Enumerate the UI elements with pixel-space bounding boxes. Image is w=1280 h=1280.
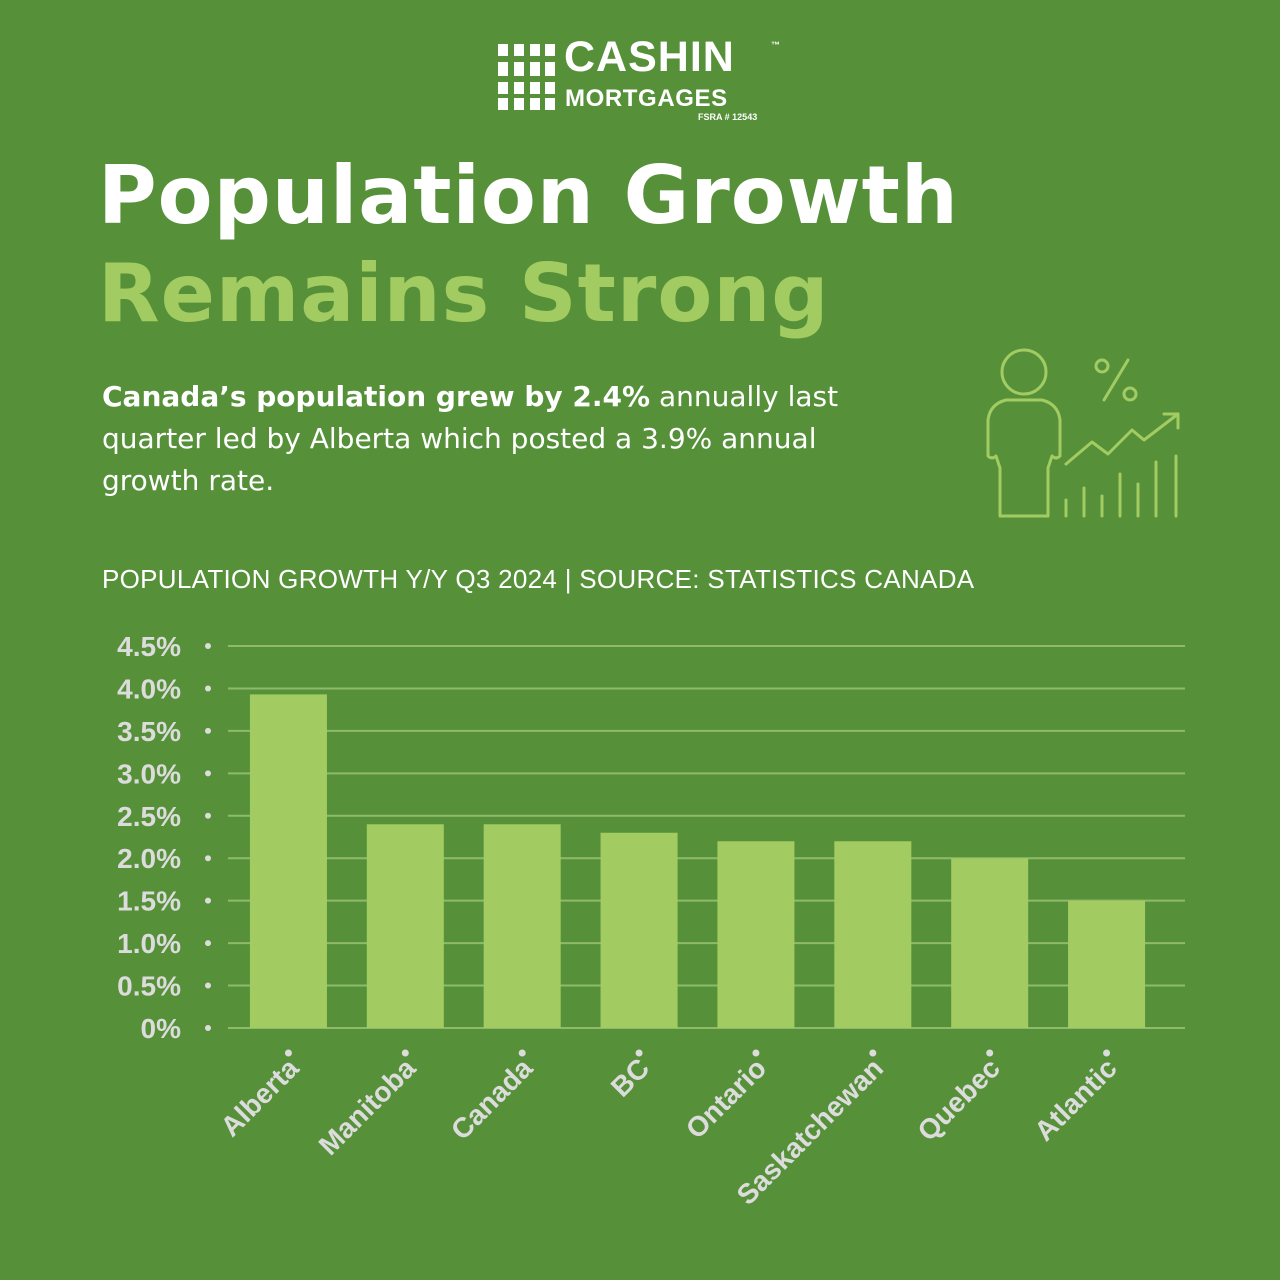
y-tick-label: 0%: [141, 1013, 182, 1044]
x-tick-label: Manitoba: [313, 1052, 422, 1161]
x-tick-dot: [635, 1049, 643, 1057]
x-tick-dot: [869, 1049, 877, 1057]
logo-grid-icon: [498, 44, 556, 112]
person-icon: [986, 348, 1062, 518]
y-tick-dot: [205, 982, 211, 989]
population-growth-bar-chart: 0% 0.5% 1.0% 1.5% 2.0% 2.5% 3.0% 3.5% 4.0% 4.5% Al…: [117, 631, 1185, 1211]
y-tick-label: 0.5%: [117, 971, 181, 1002]
bar: [951, 858, 1029, 1028]
intro-highlight: Canada’s population grew by 2.4%: [102, 380, 651, 413]
x-tick-dot: [401, 1049, 409, 1057]
y-tick-dot: [205, 812, 211, 819]
bar: [366, 824, 444, 1028]
brand-subname: MORTGAGES: [565, 85, 728, 112]
brand-license: FSRA # 12543: [698, 112, 758, 122]
bar: [1068, 900, 1146, 1028]
y-tick-label: 4.5%: [117, 631, 181, 662]
x-tick-dot: [284, 1049, 292, 1057]
x-tick-dot: [518, 1049, 526, 1057]
y-tick-label: 2.0%: [117, 843, 181, 874]
y-tick-label: 2.5%: [117, 801, 181, 832]
bar: [600, 832, 678, 1028]
y-tick-dot: [205, 643, 211, 649]
y-tick-label: 4.0%: [117, 673, 181, 704]
brand-logo: CASHIN ™ MORTGAGES FSRA # 12543: [498, 36, 788, 130]
y-tick-dot: [205, 770, 211, 777]
x-tick-label: Ontario: [680, 1052, 772, 1144]
bar: [483, 824, 561, 1028]
headline-line-2: Remains Strong: [98, 247, 830, 340]
x-tick-label: BC: [605, 1052, 656, 1103]
x-tick-dot: [752, 1049, 760, 1057]
y-tick-label: 1.5%: [117, 886, 181, 917]
bar: [717, 841, 795, 1028]
x-tick-dot: [986, 1049, 994, 1057]
percent-icon: [1094, 358, 1138, 402]
brand-trademark: ™: [771, 40, 780, 50]
y-tick-dot: [205, 855, 211, 862]
intro-text: annually last quarter led by Alberta whi…: [102, 380, 839, 497]
x-tick-label: Canada: [445, 1052, 539, 1146]
y-tick-dot: [205, 897, 211, 904]
x-tick-dot: [1103, 1049, 1111, 1057]
bar: [834, 841, 912, 1028]
y-tick-dot: [205, 727, 211, 734]
y-tick-dot: [205, 685, 211, 692]
y-tick-label: 3.5%: [117, 716, 181, 747]
x-tick-label: Atlantic: [1028, 1052, 1123, 1147]
y-tick-label: 3.0%: [117, 758, 181, 789]
intro-paragraph: Canada’s population grew by 2.4% annuall…: [102, 376, 902, 502]
growth-trend-icon: [1064, 412, 1180, 518]
headline-line-1: Population Growth: [98, 149, 959, 242]
bar: [249, 694, 327, 1028]
x-tick-label: Alberta: [215, 1052, 305, 1142]
population-growth-icon: [986, 348, 1180, 518]
y-tick-label: 1.0%: [117, 928, 181, 959]
x-tick-label: Quebec: [911, 1052, 1006, 1147]
chart-caption: POPULATION GROWTH Y/Y Q3 2024 | SOURCE: …: [102, 564, 975, 594]
brand-name: CASHIN: [564, 33, 735, 81]
y-tick-dot: [205, 940, 211, 947]
y-tick-dot: [205, 1025, 211, 1031]
